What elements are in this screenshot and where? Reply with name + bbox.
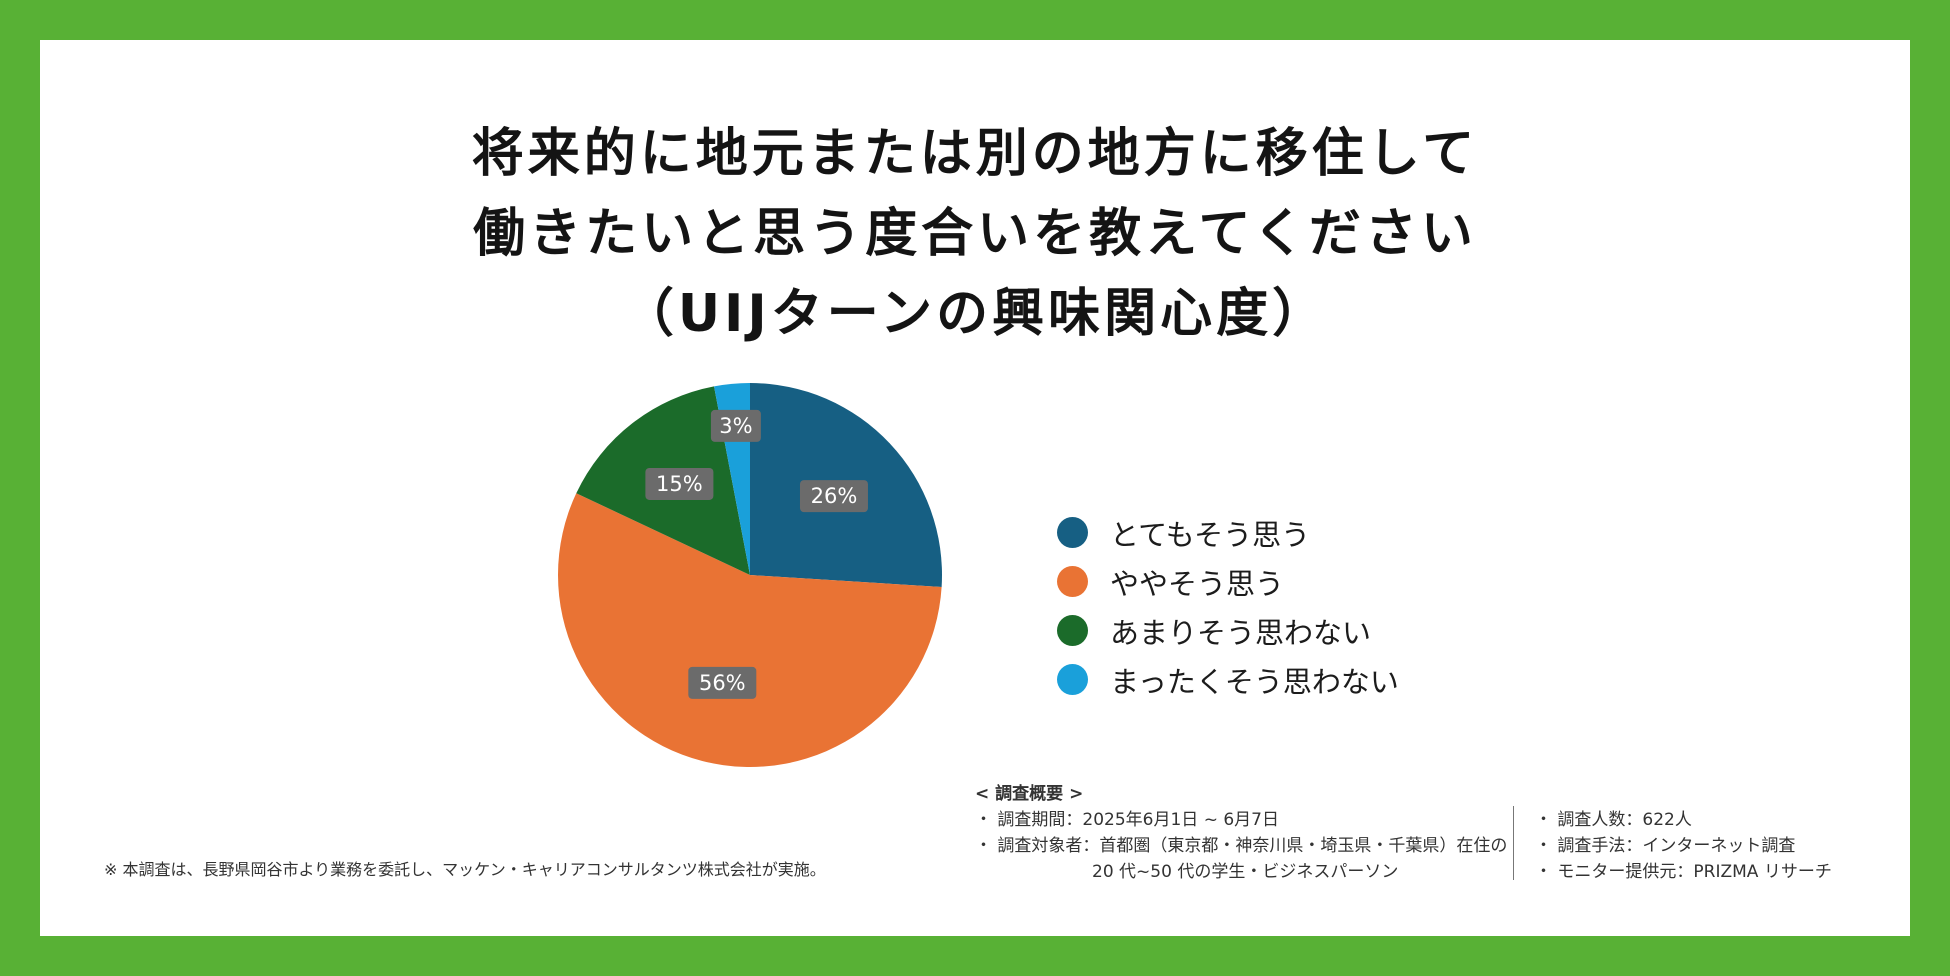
chart-card: 将来的に地元または別の地方に移住して 働きたいと思う度合いを教えてください （U…	[40, 40, 1910, 936]
data-label: 56%	[688, 666, 757, 699]
survey-method: ・ 調査手法：インターネット調査	[1535, 836, 1796, 856]
survey-respondents: ・ 調査人数：622人	[1535, 810, 1692, 830]
data-label: 26%	[799, 480, 868, 513]
survey-summary-right: ・ 調査人数：622人 ・ 調査手法：インターネット調査 ・ モニター提供元：P…	[1535, 807, 1832, 885]
data-label-text: 3%	[719, 414, 752, 438]
legend-item: まったくそう思わない	[1057, 655, 1399, 704]
legend-swatch	[1057, 615, 1088, 646]
data-label: 3%	[710, 409, 761, 442]
survey-target: ・ 調査対象者：首都圏（東京都・神奈川県・埼玉県・千葉県）在住の	[975, 836, 1508, 856]
legend-item: ややそう思う	[1057, 557, 1399, 606]
title-line-3: （UIJターンの興味関心度）	[621, 284, 1329, 344]
legend-swatch	[1057, 664, 1088, 695]
data-label-text: 15%	[656, 472, 703, 496]
pie-slice	[558, 493, 942, 767]
legend-swatch	[1057, 517, 1088, 548]
pie-chart: 26% 56% 15% 3%	[558, 383, 942, 767]
survey-divider	[1513, 806, 1514, 880]
title-line-1: 将来的に地元または別の地方に移住して	[471, 124, 1479, 184]
chart-title: 将来的に地元または別の地方に移住して 働きたいと思う度合いを教えてください （U…	[40, 114, 1910, 354]
legend-label: あまりそう思わない	[1110, 615, 1372, 650]
legend-item: あまりそう思わない	[1057, 606, 1399, 655]
legend: とてもそう思う ややそう思うあまりそう思わない まったくそう思わない	[1057, 508, 1399, 704]
survey-provider: ・ モニター提供元：PRIZMA リサーチ	[1535, 862, 1832, 882]
legend-swatch	[1057, 566, 1088, 597]
data-label-text: 26%	[811, 484, 858, 508]
legend-item: とてもそう思う	[1057, 508, 1399, 557]
data-label-text: 56%	[699, 671, 746, 695]
legend-label: とてもそう思う	[1110, 517, 1311, 552]
legend-label: まったくそう思わない	[1110, 664, 1399, 699]
legend-label: ややそう思う	[1110, 566, 1285, 601]
survey-heading: < 調査概要 >	[975, 784, 1084, 804]
data-label: 15%	[645, 467, 714, 500]
survey-summary: < 調査概要 > ・ 調査期間：2025年6月1日 ~ 6月7日 ・ 調査対象者…	[975, 781, 1507, 885]
survey-target-detail: 20 代~50 代の学生・ビジネスパーソン	[1092, 862, 1399, 882]
survey-period: ・ 調査期間：2025年6月1日 ~ 6月7日	[975, 810, 1279, 830]
footnote: ※ 本調査は、長野県岡谷市より業務を委託し、マッケン・キャリアコンサルタンツ株式…	[104, 860, 826, 879]
title-line-2: 働きたいと思う度合いを教えてください	[473, 204, 1477, 264]
